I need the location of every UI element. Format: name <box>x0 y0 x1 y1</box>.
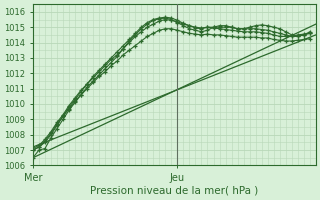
X-axis label: Pression niveau de la mer( hPa ): Pression niveau de la mer( hPa ) <box>90 186 259 196</box>
